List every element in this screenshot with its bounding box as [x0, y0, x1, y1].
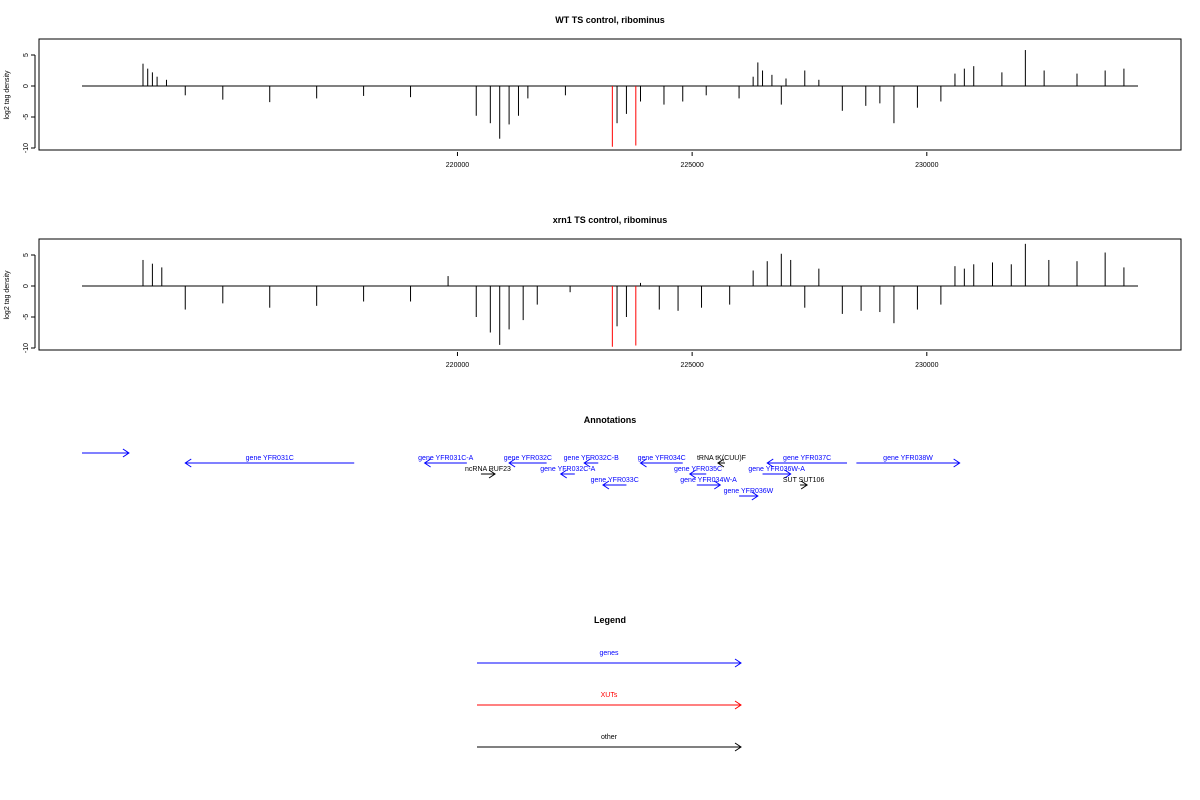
x-tick-label: 225000: [680, 362, 703, 369]
feature-arrowhead: [714, 480, 722, 490]
y-tick-label: -5: [23, 314, 30, 320]
feature-label: gene YFR034W-A: [680, 477, 737, 484]
feature-arrowhead: [766, 458, 774, 468]
feature-label: ncRNA RUF23: [465, 466, 511, 473]
legend-arrowhead: [734, 742, 742, 752]
legend-label: genes: [599, 650, 619, 657]
y-tick-label: -5: [23, 114, 30, 120]
legend-item: genes: [477, 650, 742, 668]
annotation-feature: SUT SUT106: [783, 477, 825, 490]
annotation-feature: ncRNA RUF23: [465, 466, 511, 479]
annotation-feature: gene YFR032C-A: [540, 466, 596, 479]
wt-x-ticks: 220000 225000 230000: [446, 152, 939, 169]
y-tick-label: -10: [23, 343, 30, 353]
wt-y-axis-label: log2 tag density: [4, 70, 11, 120]
feature-label: gene YFR036W: [724, 488, 774, 495]
annotation-feature: gene YFR032C-B: [564, 455, 619, 468]
y-tick-label: -10: [23, 143, 30, 153]
legend-label: other: [601, 734, 618, 741]
annotation-feature: gene YFR037C: [766, 455, 848, 468]
xrn1-data-marks: [82, 243, 1138, 347]
legend-item: XUTs: [477, 692, 742, 710]
annotation-feature: [82, 448, 130, 458]
annotation-feature: gene YFR033C: [591, 477, 639, 490]
wt-plot-frame: [38, 38, 1182, 151]
feature-arrowhead: [953, 458, 961, 468]
annotation-feature: gene YFR031C-A: [418, 455, 474, 468]
feature-label: gene YFR031C-A: [418, 455, 473, 462]
annotation-feature: gene YFR034W-A: [680, 477, 737, 490]
feature-label: gene YFR032C-A: [540, 466, 595, 473]
annotation-feature: gene YFR031C: [184, 455, 355, 468]
wt-track-panel: WT TS control, ribominus log2 tag densit…: [4, 15, 1182, 169]
feature-label: gene YFR031C: [246, 455, 294, 462]
feature-label: gene YFR033C: [591, 477, 639, 484]
feature-label: gene YFR032C-B: [564, 455, 619, 462]
legend-arrowhead: [734, 700, 742, 710]
xrn1-y-axis-label: log2 tag density: [4, 270, 11, 320]
legend-arrowhead: [734, 658, 742, 668]
y-tick-label: 0: [23, 84, 30, 88]
x-tick-label: 230000: [915, 362, 938, 369]
feature-label: SUT SUT106: [783, 477, 825, 484]
wt-track-title: WT TS control, ribominus: [555, 15, 665, 25]
feature-label: gene YFR032C: [504, 455, 552, 462]
x-tick-label: 220000: [446, 162, 469, 169]
wt-data-marks: [82, 50, 1138, 147]
feature-label: gene YFR034C: [638, 455, 686, 462]
feature-arrowhead: [488, 469, 496, 479]
feature-arrowhead: [559, 469, 567, 479]
annotation-features: gene YFR031C gene YFR031C-A ncRNA RUF23 gen…: [82, 448, 961, 501]
feature-label: gene YFR038W: [883, 455, 933, 462]
x-tick-label: 220000: [446, 362, 469, 369]
xrn1-track-title: xrn1 TS control, ribominus: [553, 215, 668, 225]
feature-arrowhead: [639, 458, 647, 468]
legend-title: Legend: [594, 615, 626, 625]
feature-arrowhead: [717, 458, 725, 468]
legend-label: XUTs: [601, 692, 618, 699]
feature-label: gene YFR035C: [674, 466, 722, 473]
feature-arrowhead: [508, 458, 516, 468]
feature-arrowhead: [602, 480, 610, 490]
annotations-title: Annotations: [584, 415, 637, 425]
xrn1-x-ticks: 220000 225000 230000: [446, 352, 939, 369]
feature-arrowhead: [184, 458, 192, 468]
annotation-feature: gene YFR032C: [504, 455, 552, 468]
feature-arrowhead: [751, 491, 759, 501]
wt-y-ticks: -10 -5 0 5: [23, 53, 36, 153]
feature-arrowhead: [122, 448, 130, 458]
annotation-feature: gene YFR036W-A: [748, 466, 805, 479]
feature-arrowhead: [583, 458, 591, 468]
y-tick-label: 5: [23, 253, 30, 257]
annotation-feature: gene YFR035C: [674, 466, 722, 479]
feature-arrowhead: [423, 458, 431, 468]
annotation-feature: tRNA tK(CUU)F: [697, 455, 746, 468]
legend-items: genes XUTs other: [477, 650, 742, 752]
feature-label: gene YFR036W-A: [748, 466, 805, 473]
feature-arrowhead: [688, 469, 697, 479]
feature-arrowhead: [800, 480, 809, 490]
annotations-panel: Annotations gene YFR031C gene YFR031C-A nc…: [82, 415, 961, 501]
feature-arrowhead: [784, 469, 792, 479]
annotation-feature: gene YFR038W: [856, 455, 961, 468]
y-tick-label: 0: [23, 284, 30, 288]
annotation-feature: gene YFR034C: [638, 455, 686, 468]
legend-panel: Legend genes XUTs other: [477, 615, 742, 752]
x-tick-label: 225000: [680, 162, 703, 169]
xrn1-plot-frame: [38, 238, 1182, 351]
xrn1-y-ticks: -10 -5 0 5: [23, 253, 36, 353]
x-tick-label: 230000: [915, 162, 938, 169]
y-tick-label: 5: [23, 53, 30, 57]
xrn1-track-panel: xrn1 TS control, ribominus log2 tag dens…: [4, 215, 1182, 369]
annotation-feature: gene YFR036W: [724, 488, 774, 501]
feature-label: gene YFR037C: [783, 455, 831, 462]
legend-item: other: [477, 734, 742, 752]
feature-label: tRNA tK(CUU)F: [697, 455, 746, 462]
